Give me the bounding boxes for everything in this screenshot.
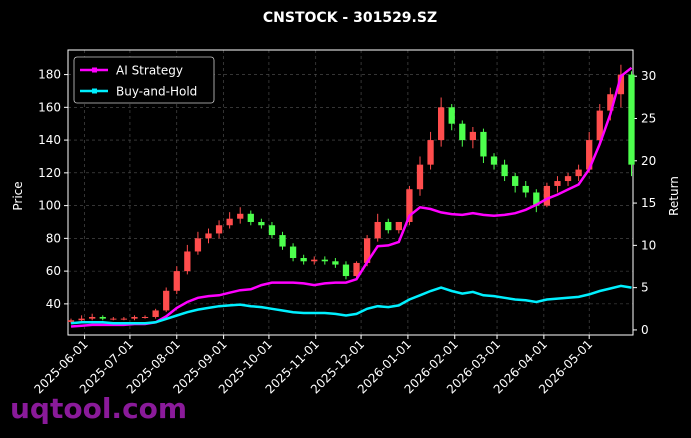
candle-body <box>215 225 223 234</box>
candle-body <box>279 235 286 247</box>
candle-body <box>258 221 265 226</box>
candle-body <box>184 251 191 272</box>
y2-tick-label: 25 <box>641 112 656 126</box>
candle-body <box>459 123 466 141</box>
candle-body <box>575 169 582 177</box>
y-tick-label: 100 <box>38 199 61 213</box>
candle-body <box>268 225 276 236</box>
y2-tick-label: 10 <box>641 238 656 252</box>
y2-tick-label: 15 <box>641 196 656 210</box>
candle-body <box>427 140 434 165</box>
y2-tick-label: 20 <box>641 154 656 168</box>
y-tick-label: 120 <box>38 166 61 180</box>
legend-label: AI Strategy <box>116 64 183 78</box>
candle-body <box>363 238 371 263</box>
candle-body <box>554 181 561 186</box>
candle-body <box>406 189 413 222</box>
candle-body <box>490 156 498 165</box>
candle-body <box>543 185 551 206</box>
y2-axis-label: Return <box>667 176 681 216</box>
candle-body <box>416 164 424 190</box>
candle-body <box>237 213 244 219</box>
candle-body <box>342 264 350 277</box>
y-tick-label: 140 <box>38 133 61 147</box>
candle-body <box>628 74 635 165</box>
y-tick-label: 160 <box>38 100 61 114</box>
candle-body <box>596 110 603 141</box>
y-axis-label: Price <box>11 181 25 210</box>
candle-body <box>67 320 75 322</box>
candle-body <box>247 213 254 222</box>
y-tick-label: 180 <box>38 68 61 82</box>
candle-body <box>78 318 85 321</box>
candle-body <box>607 94 614 111</box>
candle-body <box>586 140 593 170</box>
plot-frame <box>67 49 634 336</box>
legend-marker <box>92 67 97 73</box>
candle-body <box>194 238 202 252</box>
candle-body <box>311 259 318 262</box>
y2-tick-label: 0 <box>641 323 649 337</box>
candle-body <box>564 176 572 182</box>
candle-body <box>141 316 149 318</box>
candle-body <box>89 316 96 319</box>
candle-body <box>131 316 138 319</box>
candle-body <box>617 74 625 95</box>
candle-body <box>533 192 540 206</box>
candle-body <box>448 107 455 124</box>
candle-body <box>300 258 307 262</box>
candle-body <box>480 131 487 157</box>
candle-body <box>353 262 360 277</box>
candle-body <box>205 233 212 239</box>
candle-body <box>321 259 328 262</box>
candle-body <box>512 176 519 186</box>
candle-body <box>438 107 445 141</box>
watermark: uqtool.com <box>10 392 187 425</box>
legend-marker <box>92 88 97 94</box>
candle-body <box>501 164 508 177</box>
series-line <box>70 66 633 328</box>
candle-body <box>332 261 339 265</box>
y2-tick-label: 5 <box>641 281 649 295</box>
candle-body <box>173 271 180 291</box>
candle-body <box>469 131 477 141</box>
y-tick-label: 40 <box>46 297 61 311</box>
candle-body <box>163 290 170 311</box>
legend-label: Buy-and-Hold <box>116 85 197 99</box>
y-tick-label: 60 <box>46 264 61 278</box>
candle-body <box>374 221 381 239</box>
candle-body <box>110 318 117 320</box>
candle-body <box>522 185 529 193</box>
y2-tick-label: 30 <box>641 69 656 83</box>
y-tick-label: 80 <box>46 231 61 245</box>
candle-body <box>395 221 402 231</box>
series-line <box>70 284 632 325</box>
candle-body <box>120 318 128 320</box>
candle-body <box>226 218 233 226</box>
candle-body <box>289 246 297 259</box>
candle-body <box>152 310 159 317</box>
candle-body <box>99 316 106 319</box>
chart-title: CNSTOCK - 301529.SZ <box>263 10 437 26</box>
legend-box <box>73 56 215 104</box>
candle-body <box>385 221 392 231</box>
